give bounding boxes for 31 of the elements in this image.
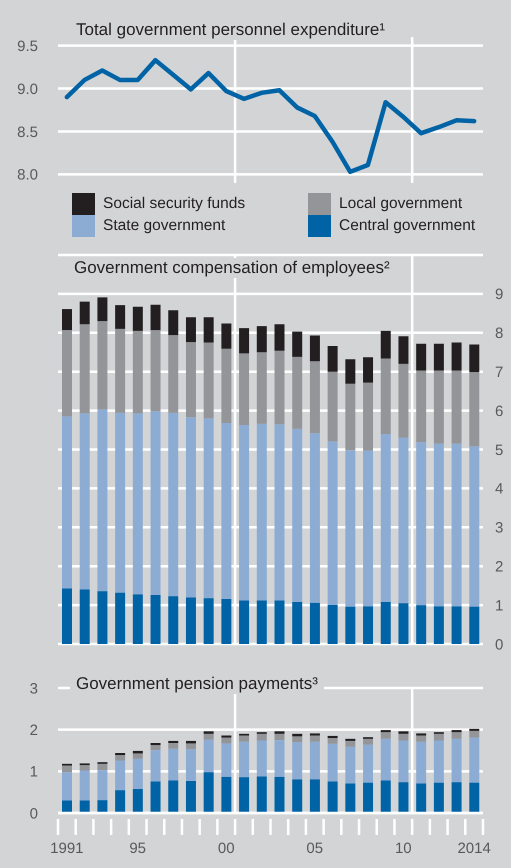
x-tick-label: 1991 xyxy=(50,840,84,857)
x-tick-label: 00 xyxy=(218,840,235,857)
x-tick-label: 2014 xyxy=(457,840,491,857)
y-tick-label: 1 xyxy=(495,597,504,614)
chart-title: Government compensation of employees² xyxy=(68,258,396,278)
y-tick-label: 8.5 xyxy=(17,124,38,141)
y-tick-label: 0 xyxy=(495,636,504,654)
x-tick-label: 05 xyxy=(306,840,324,857)
legend-label: Local government xyxy=(339,195,462,213)
y-tick-label: 1 xyxy=(30,764,38,781)
y-tick-label: 9.5 xyxy=(17,38,38,55)
y-tick-label: 2 xyxy=(495,558,504,576)
y-tick-label: 3 xyxy=(30,680,38,698)
y-tick-label: 8 xyxy=(495,325,504,342)
y-tick-label: 5 xyxy=(495,442,504,459)
chart-title: Government pension payments³ xyxy=(70,674,324,694)
y-tick-label: 7 xyxy=(495,364,504,382)
y-tick-label: 9 xyxy=(495,286,504,304)
y-tick-label: 6 xyxy=(495,402,504,420)
legend-label: State government xyxy=(103,217,226,235)
y-tick-label: 3 xyxy=(495,520,504,537)
y-tick-label: 9.0 xyxy=(17,80,38,98)
x-tick-label: 95 xyxy=(129,840,146,857)
chart-title: Total government personnel expenditure¹ xyxy=(70,20,392,40)
legend-label: Social security funds xyxy=(103,195,246,213)
y-tick-label: 4 xyxy=(495,480,504,498)
y-tick-label: 0 xyxy=(30,805,38,822)
legend-label: Central government xyxy=(339,217,476,235)
x-tick-label: 10 xyxy=(394,840,412,857)
y-tick-label: 2 xyxy=(30,722,38,739)
y-tick-label: 8.0 xyxy=(17,166,38,184)
